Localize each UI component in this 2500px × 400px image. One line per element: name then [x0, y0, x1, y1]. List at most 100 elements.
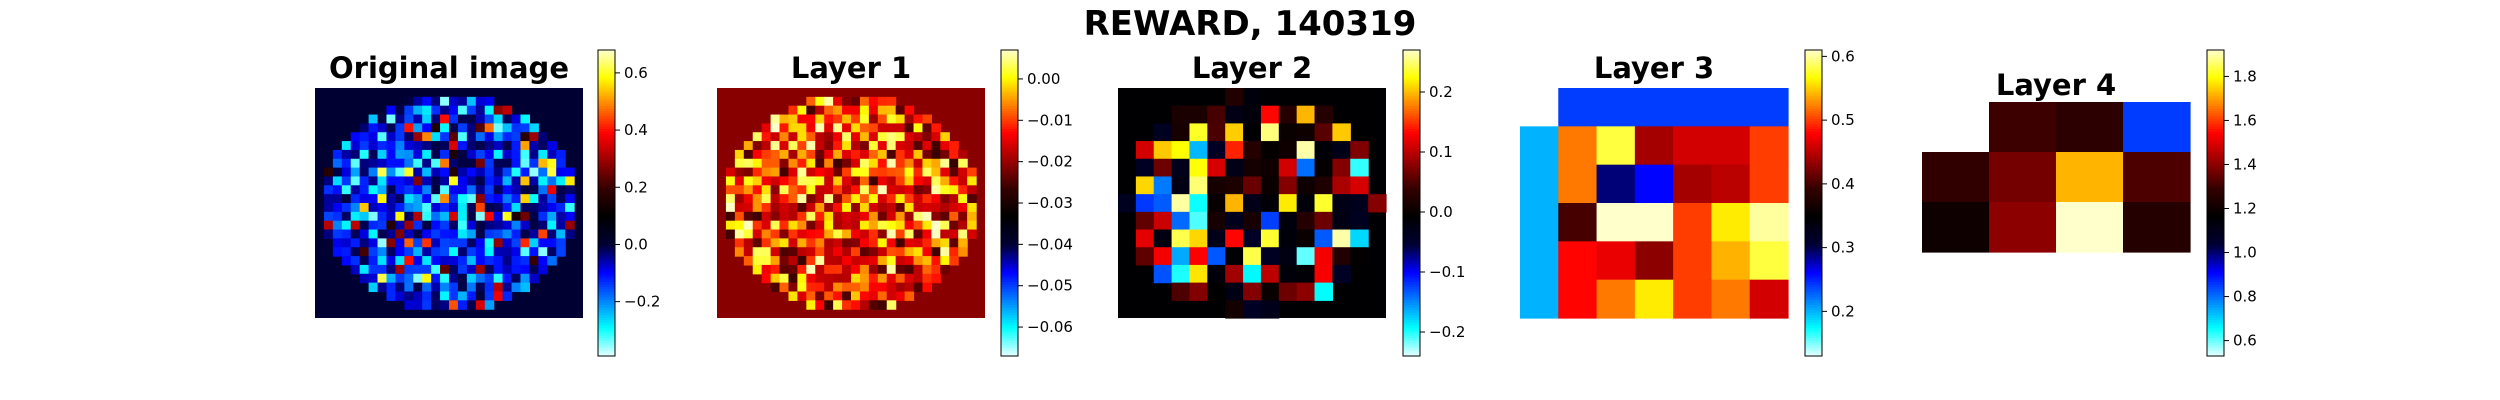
heatmap-cell [797, 264, 807, 275]
heatmap-cell [815, 123, 825, 133]
heatmap-cell [833, 158, 843, 169]
heatmap-cell [824, 149, 834, 160]
heatmap-cell [529, 247, 539, 257]
heatmap-cell [851, 176, 861, 186]
heatmap-cell [851, 194, 861, 204]
heatmap-cell [386, 282, 396, 293]
heatmap-cell [1278, 158, 1298, 178]
heatmap-cell [868, 211, 879, 222]
heatmap-cell [895, 273, 906, 284]
heatmap-cell [815, 96, 825, 107]
heatmap-cell [359, 256, 370, 266]
heatmap-cell [824, 158, 834, 169]
heatmap-cell [422, 247, 432, 257]
heatmap-cell [386, 264, 396, 275]
heatmap-cell [440, 291, 450, 301]
heatmap-cell [734, 211, 745, 222]
colorbar-tick-label: 0.4 [624, 121, 648, 139]
heatmap-cell [547, 141, 557, 151]
heatmap-cell [449, 141, 459, 151]
heatmap-cell [931, 247, 941, 257]
heatmap-cell [851, 203, 861, 213]
heatmap-cell [824, 211, 834, 222]
heatmap-cell [779, 238, 790, 248]
heatmap-cell [779, 123, 790, 133]
heatmap-cell [341, 167, 352, 178]
heatmap-cell [743, 238, 754, 248]
heatmap-cell [440, 105, 450, 116]
heatmap-cell [341, 256, 352, 266]
heatmap-cell [377, 238, 388, 248]
heatmap-cell [1749, 164, 1789, 204]
heatmap-cell [395, 203, 405, 213]
heatmap-cell [395, 229, 405, 239]
heatmap-cell [440, 256, 450, 266]
heatmap-cell [493, 256, 504, 266]
heatmap-cell [904, 238, 915, 248]
heatmap-cell [815, 256, 825, 266]
heatmap-cell [833, 264, 843, 275]
heatmap-cell [940, 141, 950, 151]
heatmap-cell [431, 238, 441, 248]
heatmap-cell [734, 229, 745, 239]
heatmap-cell [797, 229, 807, 239]
heatmap-cell [734, 247, 745, 257]
heatmap-cell [797, 220, 807, 231]
heatmap-cell [913, 132, 924, 142]
heatmap-cell [368, 123, 379, 133]
heatmap-cell [457, 176, 468, 186]
heatmap-cell [743, 167, 754, 178]
heatmap-cell [859, 203, 870, 213]
heatmap-cell [404, 132, 414, 142]
heatmap-cell [842, 105, 852, 116]
heatmap-cell [484, 132, 495, 142]
heatmap-cell [520, 273, 530, 284]
heatmap-cell [1520, 203, 1559, 242]
heatmap-cell [431, 282, 441, 293]
heatmap-cell [493, 167, 504, 178]
heatmap-cell [859, 149, 870, 160]
heatmap-cell [842, 211, 852, 222]
heatmap-cell [332, 238, 343, 248]
heatmap-cell [788, 273, 798, 284]
heatmap-cell [859, 264, 870, 275]
colorbar-tick-label: 1.0 [2233, 244, 2257, 262]
heatmap-cell [868, 158, 879, 169]
heatmap-cell [851, 282, 861, 293]
heatmap-cell [868, 238, 879, 248]
heatmap-cell [520, 220, 530, 231]
heatmap-cell [851, 132, 861, 142]
heatmap-cell [1189, 158, 1208, 178]
heatmap-cell [779, 229, 790, 239]
heatmap-cell [770, 282, 781, 293]
colorbar-tick-label: 0.0 [1429, 203, 1453, 221]
heatmap-cell [502, 158, 513, 169]
heatmap-cell [359, 149, 370, 160]
colorbar-tick-label: 1.2 [2233, 200, 2257, 218]
heatmap-cell [457, 123, 468, 133]
heatmap-cell [475, 185, 486, 195]
heatmap-cell [1634, 164, 1674, 204]
heatmap-cell [502, 123, 513, 133]
heatmap-cell [484, 300, 495, 310]
heatmap-cell [323, 176, 334, 186]
heatmap-cell [1153, 247, 1173, 266]
heatmap-cell [940, 132, 950, 142]
heatmap-cell [815, 114, 825, 124]
heatmap-cell [1332, 194, 1351, 213]
heatmap-cell [886, 273, 897, 284]
colorbar-tick-label: 0.6 [2233, 332, 2257, 350]
heatmap-cell [466, 229, 477, 239]
heatmap-cell [949, 247, 959, 257]
heatmap-cell [788, 282, 798, 293]
heatmap-cell [413, 220, 423, 231]
heatmap-cell [341, 220, 352, 231]
heatmap-cell [967, 185, 977, 195]
heatmap-cell [806, 185, 816, 195]
heatmap-cell [395, 194, 405, 204]
heatmap-cell [895, 123, 906, 133]
heatmap-cell [502, 211, 513, 222]
heatmap-cell [422, 167, 432, 178]
heatmap-cell [377, 158, 388, 169]
heatmap-cell [895, 282, 906, 293]
